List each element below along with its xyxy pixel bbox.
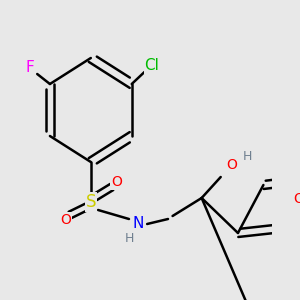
Text: O: O	[293, 192, 300, 206]
Text: S: S	[85, 193, 96, 211]
Text: O: O	[111, 175, 122, 189]
Text: Cl: Cl	[144, 58, 159, 74]
Text: H: H	[124, 232, 134, 244]
Text: F: F	[26, 61, 34, 76]
Text: N: N	[132, 217, 144, 232]
Text: O: O	[226, 158, 237, 172]
Text: O: O	[60, 213, 71, 227]
Text: H: H	[242, 149, 252, 163]
